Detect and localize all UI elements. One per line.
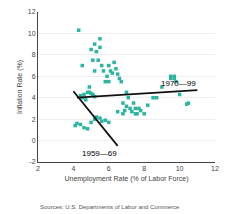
svg-text:0: 0 [32,137,36,144]
svg-text:2: 2 [36,165,40,172]
svg-text:10: 10 [176,165,184,172]
svg-text:8: 8 [142,165,146,172]
svg-text:12: 12 [211,165,219,172]
svg-text:Sources: U.S. Departments of L: Sources: U.S. Departments of Labor and C… [40,204,180,210]
svg-text:Inflation Rate (%): Inflation Rate (%) [16,60,24,114]
svg-text:6: 6 [107,165,111,172]
svg-text:4: 4 [32,94,36,101]
svg-text:-2: -2 [29,158,35,165]
svg-text:2: 2 [32,116,36,123]
svg-text:8: 8 [32,51,36,58]
svg-text:6: 6 [32,73,36,80]
svg-text:10: 10 [28,30,36,37]
svg-text:4: 4 [71,165,75,172]
svg-text:1959—69: 1959—69 [82,149,117,158]
svg-text:Unemployment Rate (% of Labor: Unemployment Rate (% of Labor Force) [64,175,188,183]
svg-text:12: 12 [28,8,36,15]
svg-text:1970—99: 1970—99 [161,79,196,88]
